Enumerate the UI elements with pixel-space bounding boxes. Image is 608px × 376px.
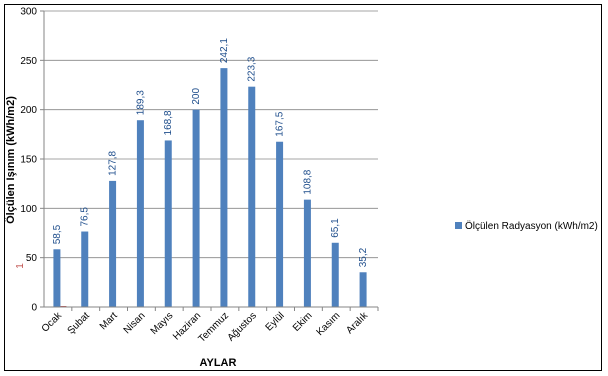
extra-series-label: 1 — [15, 263, 26, 269]
bar-3 — [109, 180, 117, 307]
y-tick-label: 150 — [20, 155, 37, 166]
chart-frame — [4, 4, 602, 371]
y-tick-label: 300 — [20, 7, 37, 18]
bar-6 — [192, 109, 200, 308]
y-tick-label: 250 — [20, 56, 37, 67]
y-axis-title: Ölçülen Işınım (kWh/m2) — [4, 96, 17, 224]
category-label: Ocak — [40, 310, 65, 335]
legend: Ölçülen Radyasyon (kWh/m2) — [455, 220, 598, 232]
category-label: Ekim — [291, 310, 315, 334]
bar-1 — [53, 249, 61, 307]
y-tick-labels: 0 50 100 150 200 250 300 — [20, 7, 37, 314]
axes — [43, 11, 378, 308]
bar-7 — [220, 68, 228, 308]
bar-4 — [136, 120, 144, 307]
category-label: Temmuz — [197, 310, 232, 345]
data-labels: 58,5 76,5 127,8 189,3 168,8 200 242,1 223,3 167,… — [52, 38, 369, 268]
bar-9 — [276, 141, 284, 307]
bar-11 — [331, 242, 339, 307]
data-label: 167,5 — [275, 111, 286, 136]
data-label: 65,1 — [330, 218, 341, 238]
y-tick-label: 200 — [20, 105, 37, 116]
category-label: Kasım — [315, 310, 343, 338]
bar-12 — [359, 272, 367, 307]
bar-10 — [303, 199, 311, 307]
data-label: 200 — [191, 88, 202, 105]
x-tick-labels: Ocak Şubat Mart Nisan MayısHaziranTemmuzAğus… — [40, 310, 371, 345]
data-label: 168,8 — [163, 110, 174, 135]
category-label: Eylül — [264, 310, 287, 333]
x-axis-title: AYLAR — [200, 357, 237, 369]
bar-2 — [81, 231, 89, 307]
y-tick-label: 100 — [20, 204, 37, 215]
data-label: 58,5 — [52, 224, 63, 244]
category-label: Mayıs — [149, 310, 176, 337]
data-label: 189,3 — [135, 90, 146, 115]
category-label: Ağustos — [226, 310, 259, 343]
category-label: Mart — [98, 310, 120, 332]
data-label: 108,8 — [302, 169, 313, 194]
legend-label: Ölçülen Radyasyon (kWh/m2) — [465, 220, 598, 232]
data-label: 127,8 — [108, 150, 119, 175]
category-label: Aralık — [344, 310, 371, 337]
gridlines — [40, 10, 379, 311]
y-tick-label: 50 — [26, 253, 38, 264]
bar-5 — [164, 140, 172, 307]
legend-swatch — [455, 222, 462, 229]
bar-8 — [248, 86, 256, 307]
data-label: 223,3 — [247, 56, 258, 81]
data-label: 35,2 — [358, 247, 369, 267]
bars — [53, 68, 367, 308]
category-label: Nisan — [122, 310, 148, 336]
y-tick-label: 0 — [31, 303, 37, 314]
category-label: Şubat — [66, 310, 92, 336]
data-label: 76,5 — [80, 207, 91, 227]
data-label: 242,1 — [219, 38, 230, 63]
